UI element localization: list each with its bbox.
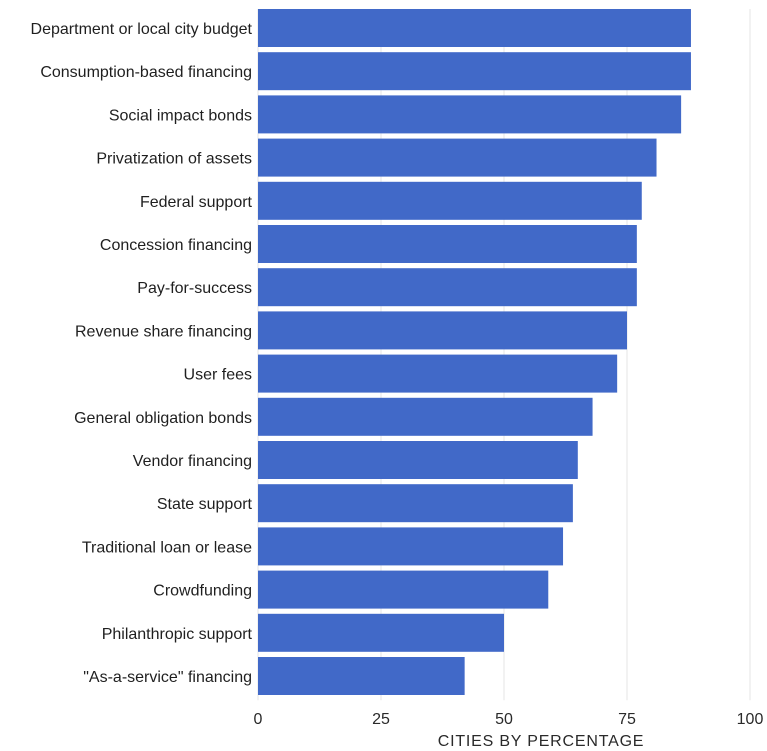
bar	[258, 613, 504, 652]
x-tick-label: 50	[495, 711, 513, 728]
category-label: Pay-for-success	[137, 280, 252, 297]
category-label: Consumption-based financing	[40, 64, 252, 81]
category-label: Federal support	[140, 194, 253, 211]
bar	[258, 138, 657, 177]
x-tick-label: 25	[372, 711, 390, 728]
category-label: Privatization of assets	[96, 151, 252, 168]
bar	[258, 441, 578, 479]
x-tick-label: 0	[254, 711, 263, 728]
bar	[258, 657, 465, 695]
bar	[258, 181, 642, 220]
bar	[258, 484, 573, 523]
bar	[258, 527, 564, 566]
category-label: Traditional loan or lease	[82, 539, 252, 556]
x-axis-ticks: 0 25 50 75 100	[254, 711, 764, 728]
bar	[258, 52, 691, 91]
category-labels: Department or local city budget Consumpti…	[31, 21, 253, 686]
bar	[258, 570, 549, 609]
category-label: Philanthropic support	[102, 626, 253, 643]
bar	[258, 397, 593, 436]
x-axis-title: CITIES BY PERCENTAGE	[438, 733, 645, 750]
category-label: Concession financing	[100, 237, 252, 254]
x-tick-label: 100	[737, 711, 764, 728]
bars	[258, 9, 691, 695]
category-label: Social impact bonds	[109, 107, 252, 124]
category-label: Department or local city budget	[31, 21, 253, 38]
bar	[258, 311, 627, 350]
category-label: State support	[157, 496, 253, 513]
category-label: User fees	[184, 367, 252, 384]
x-tick-label: 75	[618, 711, 636, 728]
category-label: Vendor financing	[133, 453, 252, 470]
bar	[258, 225, 637, 263]
bar	[258, 95, 682, 134]
category-label: Revenue share financing	[75, 323, 252, 340]
bar	[258, 354, 618, 393]
category-label: General obligation bonds	[74, 410, 252, 427]
bar	[258, 268, 637, 307]
category-label: Crowdfunding	[153, 583, 252, 600]
category-label: "As-a-service" financing	[83, 669, 252, 686]
bar	[258, 9, 691, 47]
